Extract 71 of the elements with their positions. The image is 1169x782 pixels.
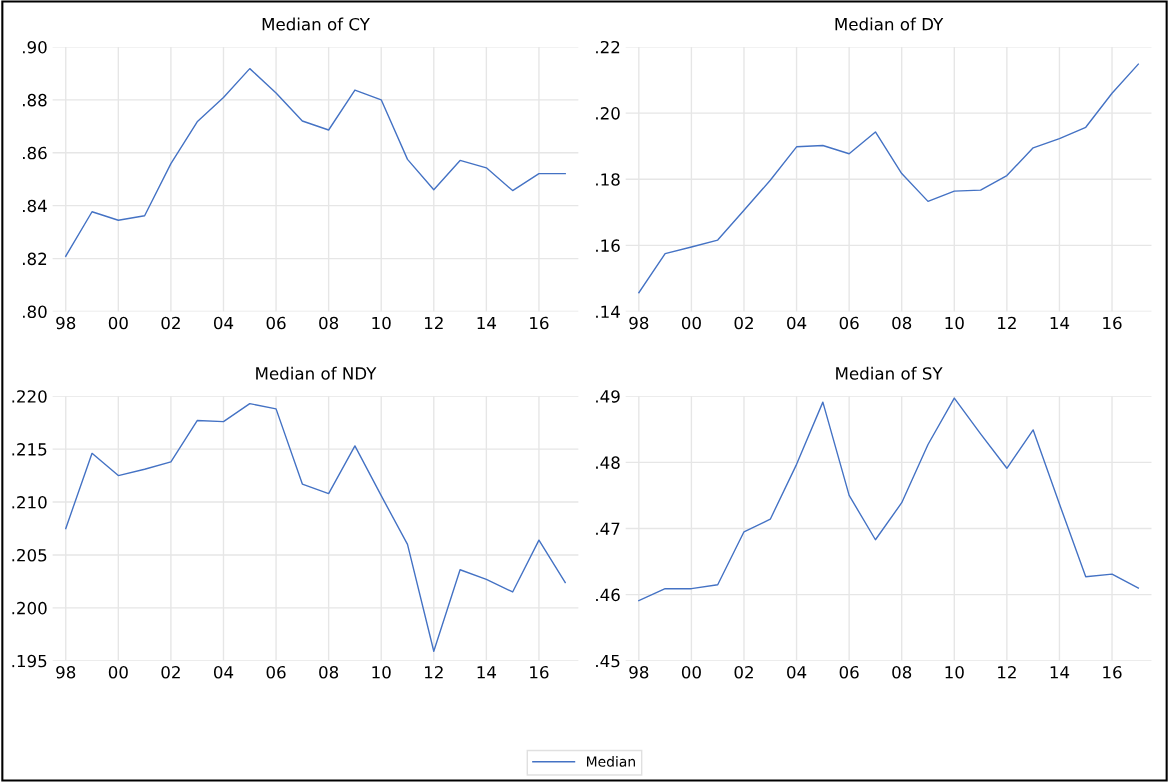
x-tick-label: 10 xyxy=(372,665,391,679)
y-tick-label: .14 xyxy=(596,305,620,318)
x-tick-label: 00 xyxy=(681,316,701,330)
y-tick-label: .200 xyxy=(12,601,47,615)
y-tick-label: .220 xyxy=(12,390,47,403)
line-series xyxy=(65,67,566,257)
y-tick-label: .88 xyxy=(23,93,47,107)
x-tick-label: 16 xyxy=(1103,316,1122,330)
y-tick-label: .16 xyxy=(596,239,620,252)
x-tick-label: 02 xyxy=(161,665,180,679)
x-tick-label: 02 xyxy=(734,665,753,679)
y-tick-label: .82 xyxy=(23,252,47,266)
x-tick-label: 04 xyxy=(213,665,234,679)
line-series xyxy=(65,402,566,652)
chart-title: Median of DY xyxy=(835,17,944,31)
y-tick-label: .86 xyxy=(23,146,47,160)
y-tick-label: .205 xyxy=(12,548,47,562)
x-tick-label: 08 xyxy=(319,665,339,679)
x-tick-label: 98 xyxy=(629,665,649,679)
chart-title: Median of SY xyxy=(836,366,943,380)
x-tick-label: 98 xyxy=(629,316,649,330)
y-tick-label: .49 xyxy=(596,390,620,403)
x-tick-label: 06 xyxy=(839,665,859,679)
y-tick-label: .45 xyxy=(596,654,620,668)
x-tick-label: 98 xyxy=(56,665,76,679)
x-tick-label: 08 xyxy=(892,316,912,330)
x-tick-label: 14 xyxy=(1050,316,1070,330)
line-series xyxy=(638,63,1140,294)
x-tick-label: 12 xyxy=(998,316,1016,330)
y-tick-label: .47 xyxy=(596,522,620,535)
x-tick-label: 10 xyxy=(945,665,964,679)
x-tick-label: 02 xyxy=(161,316,180,330)
x-tick-label: 04 xyxy=(787,316,807,330)
x-tick-label: 06 xyxy=(266,316,286,330)
x-tick-label: 10 xyxy=(945,316,964,330)
x-tick-label: 02 xyxy=(734,316,753,330)
y-tick-label: .20 xyxy=(596,107,620,120)
x-tick-label: 04 xyxy=(213,316,234,330)
x-tick-label: 98 xyxy=(56,316,76,330)
x-tick-label: 10 xyxy=(372,316,391,330)
x-tick-label: 08 xyxy=(319,316,339,330)
chart-title: Median of CY xyxy=(262,17,370,31)
x-tick-label: 12 xyxy=(425,316,443,330)
y-tick-label: .195 xyxy=(12,654,47,668)
x-tick-label: 00 xyxy=(108,665,128,679)
x-tick-label: 00 xyxy=(108,316,128,330)
y-tick-label: .22 xyxy=(596,40,620,54)
x-tick-label: 12 xyxy=(998,665,1016,679)
x-tick-label: 14 xyxy=(477,316,497,330)
x-tick-label: 16 xyxy=(530,665,549,679)
legend-label: Median xyxy=(586,756,635,767)
x-tick-label: 12 xyxy=(425,665,443,679)
x-tick-label: 16 xyxy=(530,316,549,330)
y-tick-label: .46 xyxy=(596,588,620,602)
line-series xyxy=(638,397,1140,602)
x-tick-label: 00 xyxy=(681,665,701,679)
x-tick-label: 14 xyxy=(477,666,497,679)
y-tick-label: .210 xyxy=(12,495,47,509)
x-tick-label: 06 xyxy=(839,316,859,330)
y-tick-label: .18 xyxy=(596,173,620,186)
x-tick-label: 16 xyxy=(1103,665,1122,679)
y-tick-label: .215 xyxy=(12,443,47,456)
chart-title: Median of NDY xyxy=(256,366,377,380)
y-tick-label: .80 xyxy=(23,305,47,319)
y-tick-label: .90 xyxy=(23,40,47,54)
x-tick-label: 06 xyxy=(266,665,286,679)
y-tick-label: .84 xyxy=(23,199,47,213)
y-tick-label: .48 xyxy=(596,456,620,469)
x-tick-label: 04 xyxy=(787,665,807,679)
x-tick-label: 14 xyxy=(1050,666,1070,679)
x-tick-label: 08 xyxy=(892,665,912,679)
